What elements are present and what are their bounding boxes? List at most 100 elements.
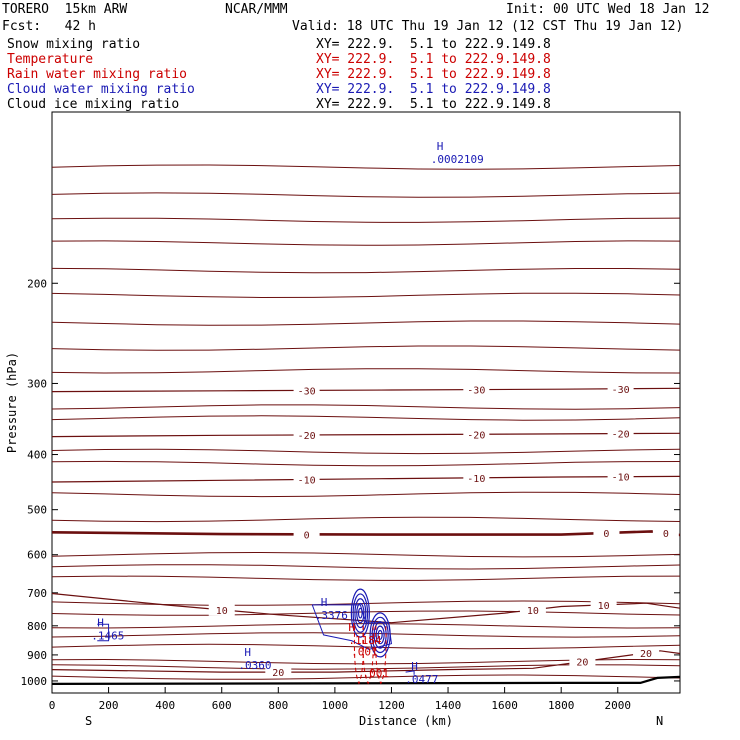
x-tick-label: 1600 (491, 699, 518, 712)
isotherm-label: 10 (527, 606, 539, 617)
legend-label-snow: Snow mixing ratio (7, 37, 141, 52)
cloud-water-max-marker: H (437, 140, 444, 153)
isotherm-label-bg (463, 383, 490, 396)
cloud-water-envelope (311, 604, 393, 650)
isotherm-label-bg (293, 528, 320, 541)
legend-label-rain: Rain water mixing ratio (7, 67, 188, 82)
temperature-contour (51, 575, 681, 581)
y-tick-label: 700 (27, 587, 47, 600)
temperature-contour (51, 415, 681, 421)
y-tick-label: 500 (27, 504, 47, 517)
cloud-water-max-value: .1465 (91, 629, 124, 642)
isotherm-label: 10 (216, 606, 228, 617)
cloud-water-max-value: .0477 (405, 673, 438, 686)
temperature-contour (51, 632, 681, 638)
cloud-water-core (357, 607, 363, 619)
isotherm-label-bg (569, 655, 596, 668)
y-tick-label: 200 (27, 277, 47, 290)
y-tick-label: 400 (27, 449, 47, 462)
isotherm-label: 0 (304, 530, 310, 541)
legend-xy-cloud-ice: XY= 222.9. 5.1 to 222.9.149.8 (316, 97, 551, 112)
isotherm-label: 20 (640, 649, 652, 660)
temperature-contour (51, 368, 681, 374)
y-tick-label: 600 (27, 549, 47, 562)
isotherm-label-bg (607, 382, 634, 395)
y-tick-label: 1000 (21, 675, 48, 688)
isotherm-label-bg (293, 384, 320, 397)
rain-water-max-value: .001 (362, 667, 389, 680)
isotherm-label-bg (590, 598, 617, 611)
cloud-water-max-value: .3376 (315, 609, 348, 622)
header-model: TORERO 15km ARW (2, 2, 128, 17)
cloud-water-max-marker: H (321, 596, 328, 609)
temperature-contour (51, 491, 681, 498)
legend-label-temperature: Temperature (7, 52, 94, 67)
temperature-contour (51, 551, 681, 558)
cloud-water-max-marker: H (244, 646, 251, 659)
isotherm-label-bg (293, 428, 320, 441)
temperature-isotherm (51, 432, 681, 438)
temperature-contour (51, 448, 681, 455)
cloud-water-max-value: .0002109 (431, 153, 484, 166)
x-tick-label: 2000 (605, 699, 632, 712)
isotherm-label: 0 (663, 529, 669, 540)
rain-water-contour (362, 625, 374, 685)
y-tick-label: 800 (27, 620, 47, 633)
header-center: NCAR/MMM (225, 2, 288, 17)
temperature-contour (51, 164, 681, 170)
temperature-isotherm (51, 475, 681, 483)
temperature-contour (51, 292, 681, 299)
isotherm-label: 0 (603, 529, 609, 540)
x-tick-label: 0 (49, 699, 56, 712)
surface-line (51, 675, 681, 685)
isotherm-label-bg (293, 473, 320, 486)
header-init: Init: 00 UTC Wed 18 Jan 12 (506, 2, 710, 17)
rain-water-max-marker: H (348, 621, 355, 634)
isotherm-label: -10 (298, 475, 316, 486)
temperature-contour (51, 345, 681, 351)
legend-xy-temperature: XY= 222.9. 5.1 to 222.9.149.8 (316, 52, 551, 67)
x-tick-label: 1400 (435, 699, 462, 712)
cloud-water-core (354, 598, 367, 629)
temperature-contour (51, 217, 681, 223)
temperature-contour (51, 240, 681, 246)
isotherm-label-bg (593, 526, 620, 539)
isotherm-label-bg (463, 471, 490, 484)
isotherm-label: 20 (272, 668, 284, 679)
x-tick-label: 600 (212, 699, 232, 712)
isotherm-label: -20 (612, 430, 630, 441)
rain-water-contour (375, 625, 387, 685)
legend-label-cloud-water: Cloud water mixing ratio (7, 82, 195, 97)
cloud-water-core (377, 629, 383, 640)
isotherm-label: -20 (467, 430, 485, 441)
rain-water-max-value: .1184 (348, 634, 381, 647)
temperature-contour (51, 564, 681, 570)
cloud-water-max-marker: H (411, 660, 418, 673)
header-fcst: Fcst: 42 h (2, 19, 96, 34)
cloud-water-core (350, 588, 370, 638)
isotherm-label: -10 (612, 473, 630, 484)
cloud-water-max-value: .0360 (238, 659, 271, 672)
temperature-isotherm (51, 592, 681, 624)
temperature-contour (51, 267, 681, 274)
x-tick-label: 1800 (548, 699, 575, 712)
y-tick-label: 900 (27, 649, 47, 662)
temperature-contour (51, 192, 681, 198)
isotherm-label-bg (607, 470, 634, 483)
isotherm-label-bg (265, 666, 292, 679)
isotherm-label-bg (652, 527, 679, 540)
x-tick-label: 200 (99, 699, 119, 712)
x-axis-label: Distance (km) (359, 714, 453, 728)
x-tick-label: 800 (268, 699, 288, 712)
isotherm-label-bg (607, 427, 634, 440)
isotherm-label-bg (463, 428, 490, 441)
rain-water-max-value: .001 (351, 645, 378, 658)
temperature-contour (51, 516, 681, 523)
temperature-contour (51, 404, 681, 410)
isotherm-label: 20 (576, 658, 588, 669)
isotherm-label: -30 (612, 385, 630, 396)
isotherm-label-bg (633, 646, 660, 659)
x-tick-label: 400 (155, 699, 175, 712)
legend-xy-snow: XY= 222.9. 5.1 to 222.9.149.8 (316, 37, 551, 52)
